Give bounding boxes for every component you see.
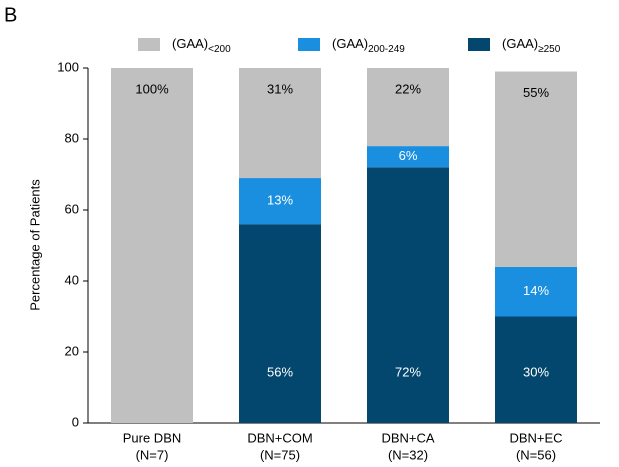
bar-segment: [239, 68, 321, 179]
y-tick-label: 60: [65, 201, 79, 216]
data-label: 56%: [267, 364, 293, 379]
legend-label: (GAA)≥250: [502, 36, 561, 54]
data-label: 30%: [523, 364, 549, 379]
data-label: 13%: [267, 193, 293, 208]
bar-segment: [495, 266, 577, 317]
y-tick-label: 100: [57, 59, 79, 74]
y-tick-label: 0: [72, 414, 79, 429]
panel-label: B: [4, 4, 17, 26]
bar-segment: [367, 68, 449, 147]
data-label: 6%: [399, 148, 418, 163]
x-tick-label: Pure DBN: [123, 430, 182, 445]
x-tick-label: DBN+EC: [509, 430, 562, 445]
data-label: 72%: [395, 364, 421, 379]
bar-segment: [495, 316, 577, 423]
x-tick-label: (N=7): [136, 447, 169, 462]
y-axis-label: Percentage of Patients: [27, 179, 42, 311]
legend-label: (GAA)<200: [172, 36, 231, 54]
bar-segment: [239, 178, 321, 225]
legend-swatch: [298, 38, 320, 51]
legend-swatch: [468, 38, 490, 51]
x-tick-label: (N=75): [260, 447, 300, 462]
y-tick-label: 80: [65, 130, 79, 145]
data-label: 55%: [523, 85, 549, 100]
y-tick-label: 40: [65, 272, 79, 287]
x-tick-label: DBN+CA: [381, 430, 434, 445]
legend-label: (GAA)200-249: [332, 36, 405, 54]
bar-segment: [367, 146, 449, 168]
legend-swatch: [138, 38, 160, 51]
bar-segment: [495, 71, 577, 267]
data-label: 14%: [523, 283, 549, 298]
bar-segment: [367, 167, 449, 423]
x-tick-label: (N=32): [388, 447, 428, 462]
x-tick-label: (N=56): [516, 447, 556, 462]
bar-segment: [239, 224, 321, 423]
y-tick-label: 20: [65, 343, 79, 358]
bar-segment: [111, 68, 193, 423]
data-label: 31%: [267, 81, 293, 96]
data-label: 22%: [395, 81, 421, 96]
x-tick-label: DBN+COM: [247, 430, 312, 445]
data-label: 100%: [135, 81, 169, 96]
